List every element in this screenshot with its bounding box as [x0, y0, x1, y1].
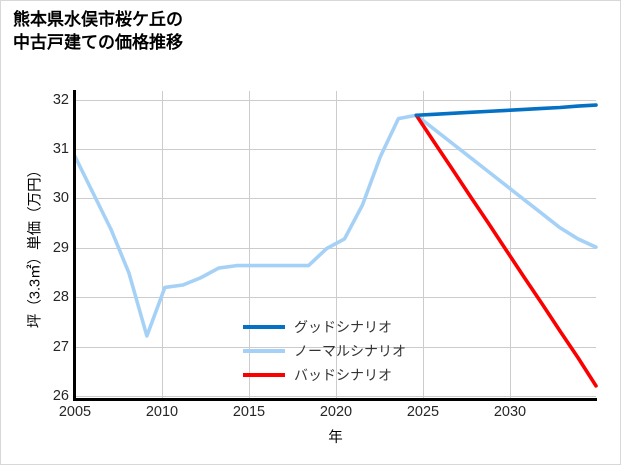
- gridline-y-31: [75, 149, 596, 150]
- x-tick-label: 2030: [493, 404, 527, 420]
- legend-item-bad: バッドシナリオ: [243, 363, 453, 387]
- legend-label-bad: バッドシナリオ: [294, 367, 392, 383]
- series-lines: [73, 103, 598, 388]
- y-tick-label: 31: [52, 141, 69, 157]
- gridline-x-2010: [162, 91, 163, 399]
- line-normal-scenario: [73, 113, 598, 338]
- y-axis-label: 坪（3.3㎡）単価（万円）: [27, 162, 44, 329]
- gridline-y-29: [75, 248, 596, 249]
- y-tick-label: 27: [52, 339, 69, 355]
- y-tick-label: 32: [52, 92, 69, 108]
- gridline-x-2005: [75, 91, 76, 399]
- x-axis-ticks: 2005 2010 2015 2020 2025 2030: [59, 404, 596, 426]
- y-tick-label: 28: [52, 289, 69, 305]
- chart-legend: グッドシナリオ ノーマルシナリオ バッドシナリオ: [243, 315, 453, 387]
- legend-swatch-good-icon: [243, 325, 285, 329]
- x-tick-label: 2015: [232, 404, 266, 420]
- legend-label-good: グッドシナリオ: [294, 319, 392, 335]
- gridline-x-2030: [510, 91, 511, 399]
- gridline-y-30: [75, 198, 596, 199]
- legend-swatch-normal-icon: [243, 349, 285, 353]
- x-axis-label: 年: [328, 430, 343, 446]
- y-tick-label: 26: [52, 388, 69, 404]
- y-tick-label: 29: [52, 240, 69, 256]
- x-tick-label: 2020: [319, 404, 353, 420]
- line-good-scenario: [414, 103, 598, 118]
- y-axis-ticks: 32 31 30 29 28 27 26: [39, 91, 69, 404]
- legend-label-normal: ノーマルシナリオ: [294, 343, 406, 359]
- legend-swatch-bad-icon: [243, 373, 285, 377]
- gridline-y-27: [75, 347, 596, 348]
- y-tick-label: 30: [52, 190, 69, 206]
- gridline-x-2025: [423, 91, 424, 399]
- gridline-y-28: [75, 297, 596, 298]
- gridline-x-2015: [249, 91, 250, 399]
- gridline-y-32: [75, 100, 596, 101]
- x-tick-label: 2010: [145, 404, 179, 420]
- x-tick-label: 2005: [58, 404, 92, 420]
- gridline-y-26: [75, 396, 596, 397]
- axis-spine-left: [73, 90, 76, 401]
- chart-title: 熊本県水俣市桜ケ丘の 中古戸建ての価格推移: [13, 10, 183, 52]
- x-tick-label: 2025: [406, 404, 440, 420]
- legend-item-good: グッドシナリオ: [243, 315, 453, 339]
- plot-area: [73, 91, 598, 399]
- line-bad-scenario: [414, 113, 598, 388]
- axis-spine-bottom: [73, 398, 597, 401]
- legend-item-normal: ノーマルシナリオ: [243, 339, 453, 363]
